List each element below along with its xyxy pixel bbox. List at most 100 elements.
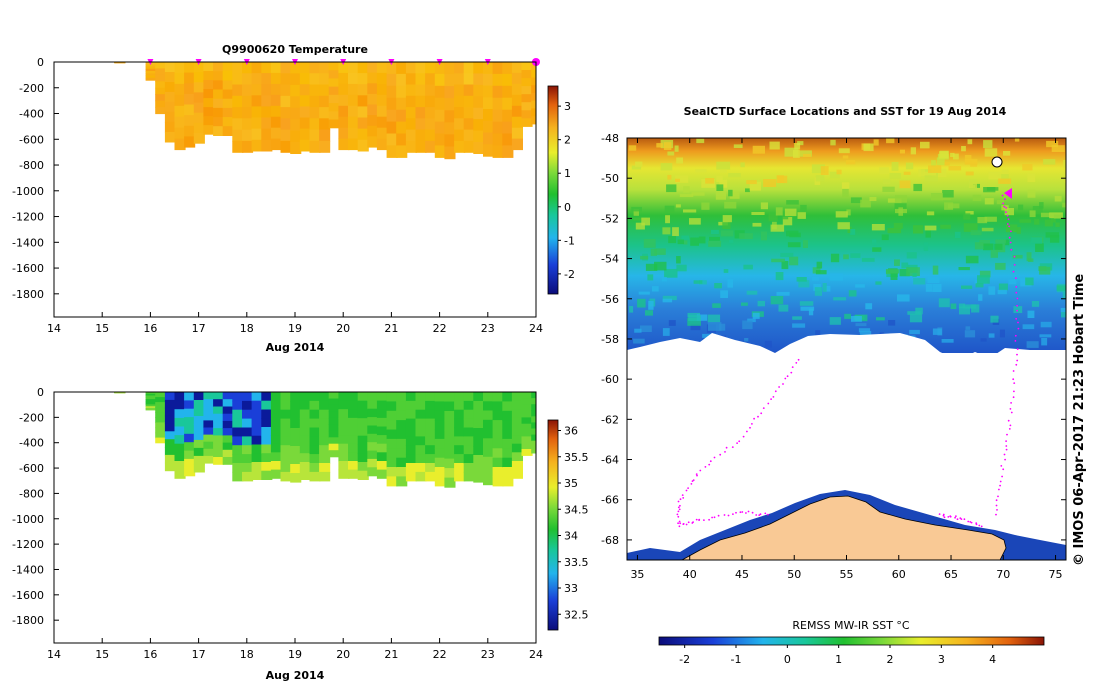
salinity-cell [232, 436, 244, 446]
sst-patch [983, 243, 994, 251]
track-dot [1005, 445, 1008, 447]
y-tick-label: 0 [37, 386, 44, 399]
salinity-cell [415, 400, 427, 411]
track-dot [1001, 194, 1004, 197]
sst-patch [939, 151, 949, 159]
sst-patch [1001, 205, 1009, 211]
salinity-cell [473, 410, 485, 420]
temperature-cell [280, 62, 292, 74]
salinity-cell [502, 457, 514, 468]
salinity-cell [174, 409, 186, 419]
sst-patch [980, 338, 987, 342]
temperature-cell [261, 117, 273, 130]
salinity-cell [376, 409, 388, 419]
track-dot [677, 522, 679, 525]
track-dot [949, 515, 952, 518]
temperature-cell [521, 110, 533, 119]
salinity-cell [338, 452, 350, 462]
track-dot [692, 479, 695, 481]
track-dot [975, 523, 978, 526]
temperature-cell [222, 89, 234, 100]
sst-patch [723, 269, 729, 273]
sst-patch [656, 143, 663, 148]
temperature-cell [348, 72, 360, 85]
salinity-cell [184, 433, 196, 443]
temperature-cell [242, 84, 254, 97]
temperature-cell [145, 77, 157, 81]
salinity-cell [483, 447, 495, 458]
temperature-cell [434, 85, 446, 99]
salinity-cell [213, 406, 225, 415]
salinity-cell [405, 418, 417, 429]
temperature-cell [396, 133, 408, 146]
sst-patch [829, 273, 844, 281]
temperature-cell [290, 96, 302, 109]
salinity-cell [280, 471, 292, 482]
track-dot [685, 489, 688, 492]
sst-patch [941, 339, 954, 343]
sst-patch [1031, 301, 1040, 307]
salinity-cell [213, 428, 225, 436]
salinity-cell [396, 392, 408, 402]
salinity-cell [483, 419, 495, 430]
sst-patch [865, 303, 873, 310]
salinity-cell [473, 401, 485, 411]
salinity-cell [348, 461, 360, 471]
x-tick-label: 16 [143, 322, 157, 335]
sst-patch [1039, 334, 1052, 338]
sst-patch [662, 298, 673, 303]
temperature-cell [174, 127, 186, 140]
salinity-cell [348, 426, 360, 436]
sst-patch [797, 141, 804, 146]
x-tick-label: 21 [384, 322, 398, 335]
y-tick-label: -200 [19, 82, 44, 95]
salinity-cell [155, 402, 167, 408]
sst-patch [988, 286, 996, 295]
sst-patch [920, 141, 930, 149]
temperature-cells [114, 62, 536, 160]
temperature-cell [299, 73, 311, 85]
sst-patch [885, 269, 900, 274]
sst-patch [667, 174, 672, 180]
salinity-cell [367, 458, 379, 468]
track-dot [681, 494, 684, 496]
salinity-cell [483, 410, 495, 421]
temperature-cell [328, 86, 340, 96]
sst-patch [652, 286, 659, 292]
salinity-cell [531, 392, 536, 399]
temperature-cell [280, 118, 292, 131]
sst-patch [893, 222, 903, 229]
sst-patch [683, 240, 688, 245]
sst-patch [850, 229, 856, 235]
map-y-tick-label: -68 [601, 534, 619, 547]
salinity-cell [203, 427, 215, 436]
sst-patch [716, 184, 724, 191]
salinity-cell [367, 392, 379, 401]
sst-patch [1040, 321, 1052, 328]
temperature-cell [357, 106, 369, 119]
track-dot [999, 484, 1001, 487]
salinity-cell [155, 392, 167, 398]
salinity-cell [463, 427, 475, 437]
sst-patch [696, 314, 708, 321]
temperature-cell [280, 107, 292, 119]
track-dot [1010, 411, 1013, 414]
salinity-cell [193, 423, 205, 433]
sst-patch [1034, 218, 1040, 225]
salinity-cell [483, 438, 495, 449]
salinity-cell [425, 409, 437, 420]
salinity-cell [174, 461, 186, 471]
track-dot [742, 435, 745, 438]
salinity-cell [454, 427, 466, 437]
salinity-cell [454, 454, 466, 464]
temperature-cell [338, 105, 350, 118]
salinity-cell [521, 417, 533, 425]
salinity-cell [280, 454, 292, 464]
salinity-cell [251, 418, 263, 428]
sst-patch [1053, 214, 1062, 219]
track-dot [1016, 297, 1019, 300]
temperature-cell [328, 119, 340, 129]
y-tick-label: -1200 [12, 538, 44, 551]
salinity-cell [396, 457, 408, 468]
track-dot [995, 499, 998, 502]
